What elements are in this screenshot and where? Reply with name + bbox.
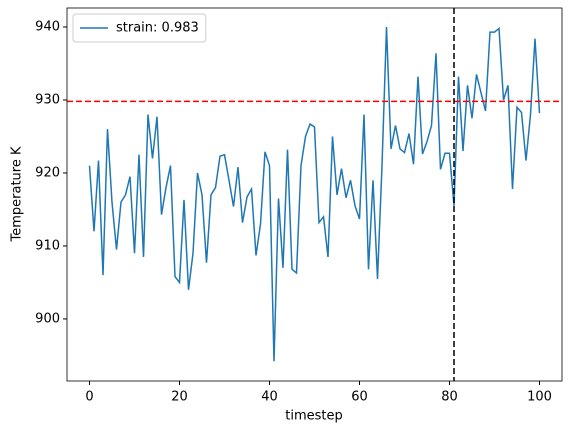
x-tick-label: 100 — [527, 390, 552, 405]
y-tick-label: 940 — [35, 19, 60, 34]
y-axis-label: Temperature K — [10, 146, 25, 242]
y-tick-label: 930 — [35, 92, 60, 107]
x-tick-label: 40 — [261, 390, 278, 405]
legend: strain: 0.983 — [72, 13, 207, 43]
x-tick-label: 20 — [171, 390, 188, 405]
plot-frame — [66, 7, 563, 382]
data-line — [88, 26, 541, 362]
x-tick-label: 80 — [441, 390, 458, 405]
legend-label: strain: 0.983 — [116, 21, 199, 36]
y-tick-label: 910 — [35, 238, 60, 253]
y-tick-label: 920 — [35, 165, 60, 180]
legend-box — [72, 13, 207, 43]
x-axis-label: timestep — [285, 409, 343, 424]
x-tick-label: 0 — [85, 390, 93, 405]
y-tick-label: 900 — [35, 311, 60, 326]
x-tick-label: 60 — [351, 390, 368, 405]
